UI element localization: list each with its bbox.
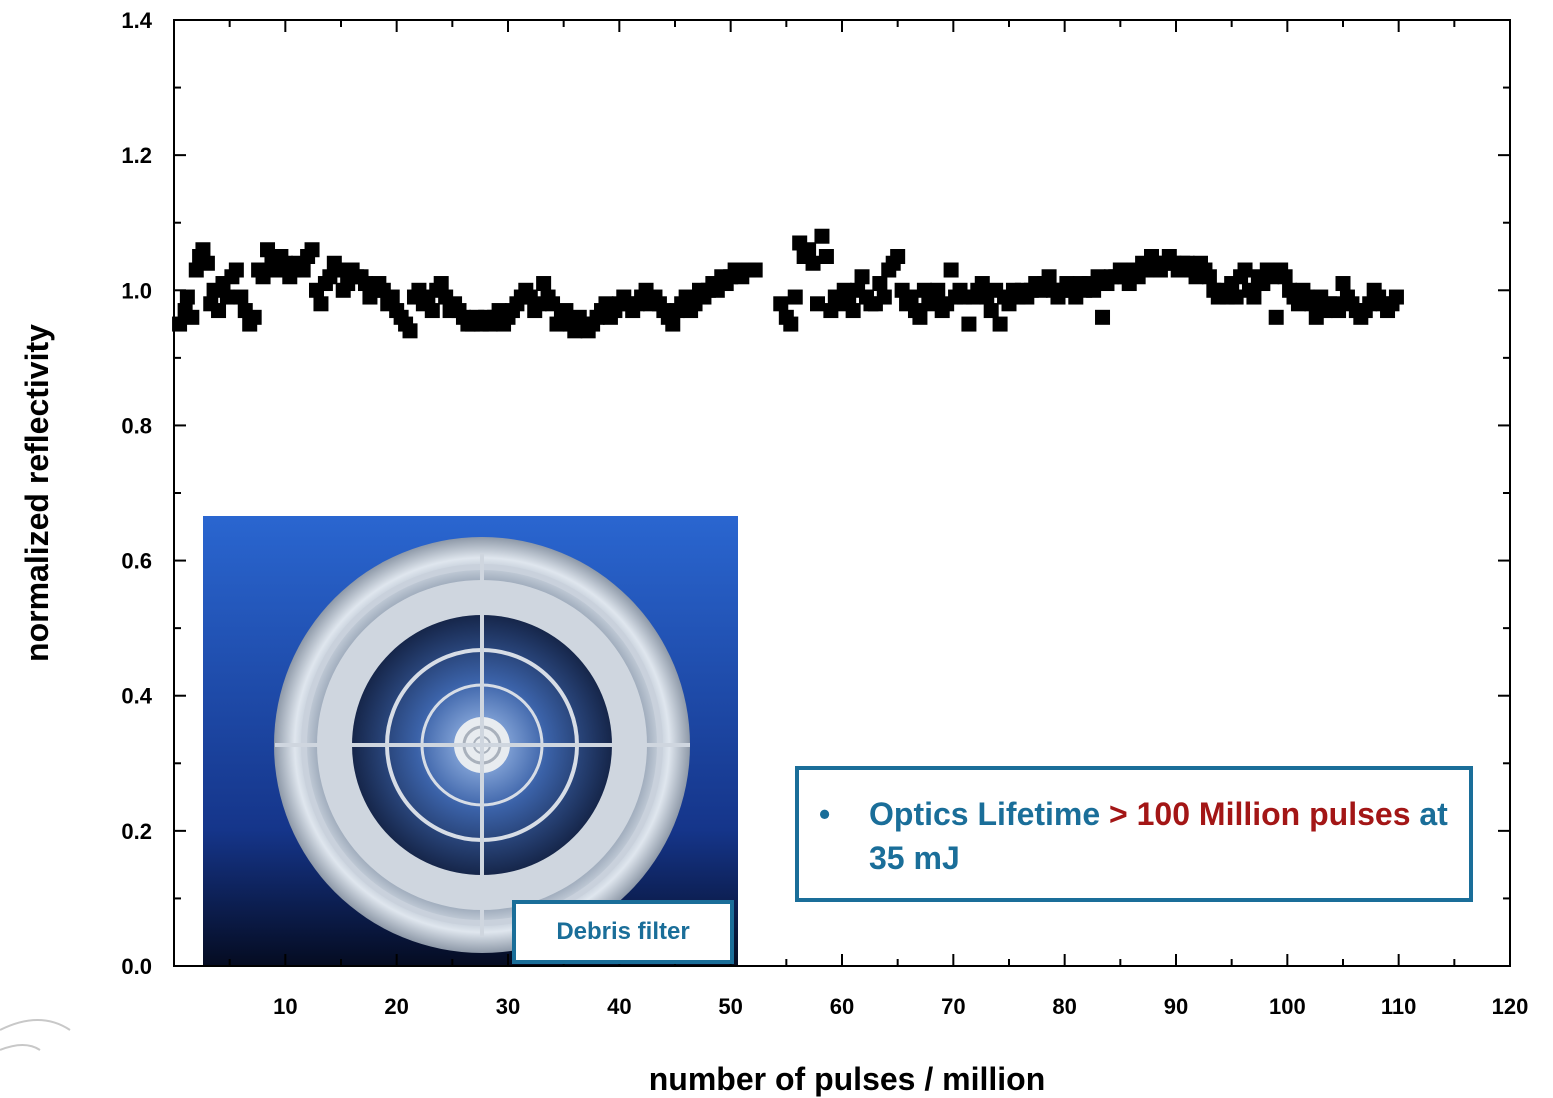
data-point xyxy=(1041,269,1057,285)
data-point xyxy=(424,303,440,319)
data-point xyxy=(304,242,320,258)
x-tick-label: 20 xyxy=(384,994,408,1019)
data-point xyxy=(179,289,195,305)
data-point xyxy=(961,316,977,332)
data-point xyxy=(1086,282,1102,298)
x-tick-label: 100 xyxy=(1269,994,1306,1019)
data-point xyxy=(876,289,892,305)
data-point xyxy=(433,276,449,292)
data-point xyxy=(814,228,830,244)
data-point xyxy=(805,255,821,271)
data-point xyxy=(1201,269,1217,285)
axis-ticks xyxy=(174,19,1511,966)
y-tick-label: 1.2 xyxy=(121,143,152,168)
data-point xyxy=(943,262,959,278)
debris-filter-photo xyxy=(203,516,738,965)
data-point xyxy=(974,276,990,292)
data-point xyxy=(783,316,799,332)
data-point xyxy=(1331,303,1347,319)
callout-text-1: Optics Lifetime xyxy=(869,796,1101,832)
x-tick-label: 10 xyxy=(273,994,297,1019)
data-point xyxy=(1228,289,1244,305)
data-point xyxy=(1095,309,1111,325)
x-axis-title: number of pulses / million xyxy=(649,1061,1045,1097)
data-point xyxy=(545,296,561,312)
data-point xyxy=(930,282,946,298)
y-tick-label: 0.6 xyxy=(121,549,152,574)
data-point xyxy=(747,262,763,278)
y-tick-label: 0.0 xyxy=(121,954,152,979)
data-point xyxy=(983,303,999,319)
x-tick-label: 120 xyxy=(1492,994,1529,1019)
bullet-icon: • xyxy=(819,796,831,832)
data-point xyxy=(536,276,552,292)
data-point xyxy=(233,289,249,305)
x-tick-label: 50 xyxy=(718,994,742,1019)
data-point xyxy=(1237,262,1253,278)
data-point xyxy=(228,262,244,278)
data-point xyxy=(890,249,906,264)
y-tick-label: 0.8 xyxy=(121,413,152,438)
data-point xyxy=(255,269,271,285)
data-point xyxy=(313,296,329,312)
data-point xyxy=(219,289,235,305)
data-point xyxy=(818,249,834,264)
data-point xyxy=(295,262,311,278)
data-point xyxy=(845,303,861,319)
callout-text-2: at 35 mJ xyxy=(869,796,1448,876)
data-point xyxy=(1388,289,1404,305)
data-point xyxy=(801,242,817,258)
data-point xyxy=(872,276,888,292)
logo-watermark xyxy=(0,1019,71,1051)
data-point xyxy=(211,303,227,319)
data-point xyxy=(195,242,211,258)
data-point xyxy=(384,289,400,305)
y-tick-label: 1.0 xyxy=(121,278,152,303)
y-tick-labels: 0.0 0.2 0.4 0.6 0.8 1.0 1.2 1.4 xyxy=(121,8,152,979)
data-point xyxy=(260,242,276,258)
data-point xyxy=(331,262,347,278)
x-tick-label: 80 xyxy=(1052,994,1076,1019)
data-point xyxy=(1246,289,1262,305)
data-point xyxy=(854,269,870,285)
data-point xyxy=(402,323,418,339)
data-point xyxy=(810,296,826,312)
data-point xyxy=(1277,269,1293,285)
data-point xyxy=(184,309,200,325)
x-tick-label: 90 xyxy=(1164,994,1188,1019)
y-tick-label: 1.4 xyxy=(121,8,152,33)
debris-filter-label: Debris filter xyxy=(512,900,734,964)
callout-text-highlight: > 100 Million pulses xyxy=(1109,796,1411,832)
data-point xyxy=(172,316,188,332)
x-tick-label: 70 xyxy=(941,994,965,1019)
data-point xyxy=(992,316,1008,332)
data-point xyxy=(558,303,574,319)
y-axis-title: normalized reflectivity xyxy=(19,324,55,662)
data-point xyxy=(1335,276,1351,292)
data-point xyxy=(903,289,919,305)
lifetime-callout: • Optics Lifetime > 100 Million pulses a… xyxy=(795,766,1473,902)
data-point xyxy=(665,316,681,332)
x-tick-label: 30 xyxy=(496,994,520,1019)
x-tick-label: 110 xyxy=(1381,994,1417,1019)
data-point xyxy=(912,309,928,325)
data-point xyxy=(787,289,803,305)
scatter-points xyxy=(172,228,1404,339)
x-tick-label: 40 xyxy=(607,994,631,1019)
data-point xyxy=(1268,309,1284,325)
data-point xyxy=(773,296,789,312)
x-tick-labels: 10 20 30 40 50 60 70 80 90 100 110 120 xyxy=(273,994,1528,1019)
data-point xyxy=(199,255,215,271)
data-point xyxy=(246,309,262,325)
x-tick-label: 60 xyxy=(830,994,854,1019)
y-tick-label: 0.2 xyxy=(121,819,152,844)
y-tick-label: 0.4 xyxy=(121,684,152,709)
